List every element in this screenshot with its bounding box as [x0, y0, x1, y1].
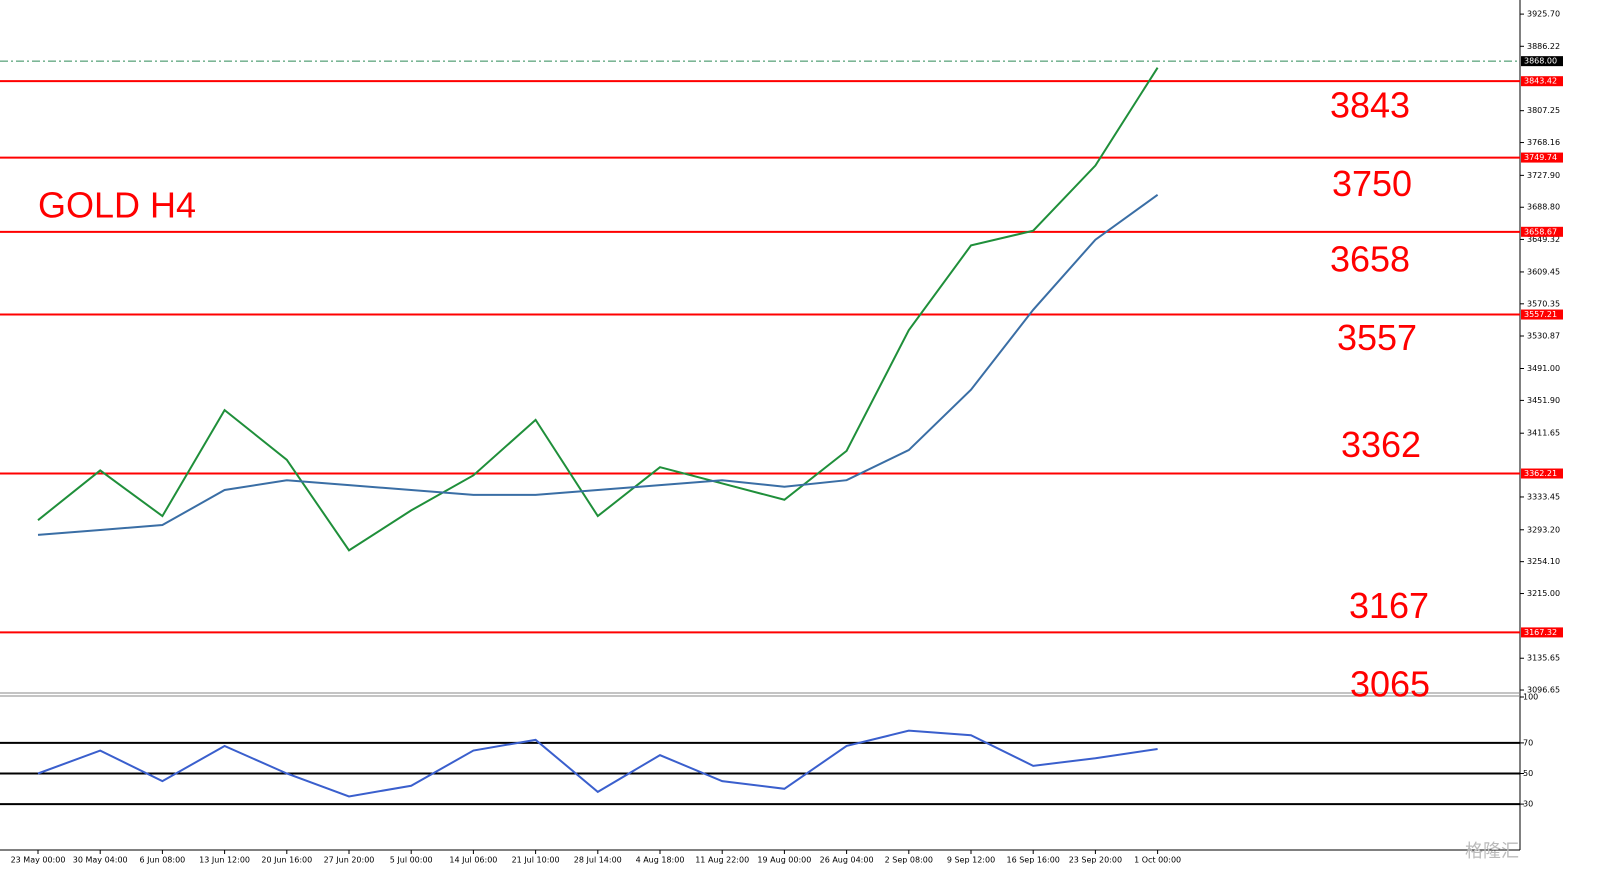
x-tick-label: 4 Aug 18:00: [636, 856, 685, 865]
level-tag: [1521, 627, 1563, 638]
level-label: 3843: [1330, 85, 1410, 126]
level-label: 3362: [1341, 424, 1421, 465]
y-tick-label: 3333.45: [1527, 492, 1560, 501]
y-tick-label: 50: [1523, 769, 1533, 778]
x-tick-label: 20 Jun 16:00: [261, 856, 312, 865]
y-tick-label: 30: [1523, 800, 1533, 809]
level-tag-label: 3362.21: [1524, 469, 1557, 478]
x-tick-label: 1 Oct 00:00: [1134, 856, 1181, 865]
level-label: 3167: [1349, 585, 1429, 626]
level-tag-label: 3658.67: [1524, 227, 1557, 236]
y-tick-label: 3807.25: [1527, 106, 1560, 115]
level-tag: [1521, 309, 1563, 320]
x-tick-label: 26 Aug 04:00: [820, 856, 874, 865]
x-tick-label: 2 Sep 08:00: [885, 856, 933, 865]
y-tick-label: 3688.80: [1527, 203, 1560, 212]
x-tick-label: 21 Jul 10:00: [512, 856, 560, 865]
x-tick-label: 30 May 04:00: [73, 856, 128, 865]
x-tick-label: 27 Jun 20:00: [324, 856, 375, 865]
y-tick-label: 3411.65: [1527, 429, 1560, 438]
y-tick-label: 3570.35: [1527, 299, 1560, 308]
current-price-tag: [1521, 56, 1563, 67]
x-tick-label: 11 Aug 22:00: [695, 856, 749, 865]
watermark: 格隆汇: [1465, 841, 1519, 862]
y-tick-label: 3135.65: [1527, 654, 1560, 663]
x-tick-label: 23 Sep 20:00: [1069, 856, 1122, 865]
y-tick-label: 100: [1523, 693, 1538, 702]
y-tick-label: 3768.16: [1527, 138, 1560, 147]
x-tick-label: 19 Aug 00:00: [757, 856, 811, 865]
annotation: 3065: [1350, 664, 1430, 705]
level-tag: [1521, 468, 1563, 479]
y-tick-label: 3491.00: [1527, 364, 1560, 373]
y-tick-label: 3215.00: [1527, 589, 1560, 598]
y-tick-label: 3530.87: [1527, 332, 1560, 341]
y-tick-label: 3451.90: [1527, 396, 1560, 405]
y-tick-label: 3886.22: [1527, 42, 1560, 51]
level-tag-label: 3749.74: [1524, 153, 1557, 162]
y-tick-label: 3727.90: [1527, 171, 1560, 180]
y-tick-label: 3293.20: [1527, 525, 1560, 534]
x-tick-label: 5 Jul 00:00: [390, 856, 433, 865]
level-tag: [1521, 226, 1563, 237]
level-tag: [1521, 76, 1563, 87]
series-line: [37, 729, 1158, 798]
x-tick-label: 16 Sep 16:00: [1006, 856, 1059, 865]
y-tick-label: 3609.45: [1527, 267, 1560, 276]
x-tick-label: 28 Jul 14:00: [574, 856, 622, 865]
x-tick-label: 6 Jun 08:00: [140, 856, 186, 865]
y-tick-label: 3649.32: [1527, 235, 1560, 244]
y-tick-label: 3096.65: [1527, 686, 1560, 695]
level-label: 3557: [1337, 317, 1417, 358]
y-tick-label: 3925.70: [1527, 10, 1560, 19]
x-tick-label: 13 Jun 12:00: [199, 856, 250, 865]
level-tag-label: 3843.42: [1524, 77, 1557, 86]
x-tick-label: 9 Sep 12:00: [947, 856, 995, 865]
y-tick-label: 70: [1523, 738, 1533, 747]
level-tag-label: 3557.21: [1524, 310, 1557, 319]
series-line: [37, 67, 1159, 552]
level-tag-label: 3167.32: [1524, 628, 1557, 637]
chart-title: GOLD H4: [38, 185, 196, 226]
x-tick-label: 23 May 00:00: [11, 856, 66, 865]
level-tag: [1521, 152, 1563, 163]
x-tick-label: 14 Jul 06:00: [449, 856, 497, 865]
level-label: 3658: [1330, 238, 1410, 279]
y-tick-label: 3254.10: [1527, 557, 1560, 566]
current-price-label: 3868.00: [1524, 57, 1557, 66]
series-line: [37, 194, 1159, 536]
level-label: 3750: [1332, 163, 1412, 204]
